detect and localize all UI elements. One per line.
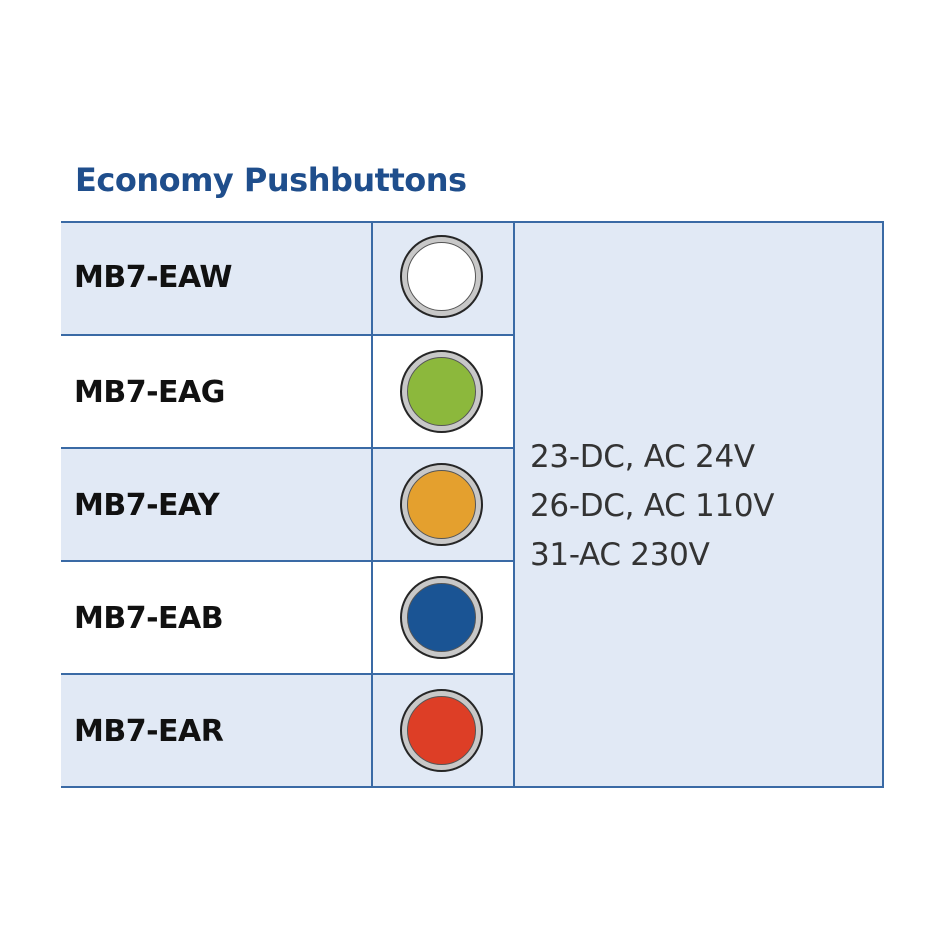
table-row: MB7-EAR <box>61 675 514 788</box>
page-title: Economy Pushbuttons <box>75 161 467 199</box>
row-divider <box>61 560 514 562</box>
yellow-lamp-icon <box>400 463 483 546</box>
table-row: MB7-EAW <box>61 221 514 334</box>
voltage-option: 23-DC, AC 24V <box>530 439 755 475</box>
lamp-face <box>407 470 476 539</box>
lamp-face <box>407 583 476 652</box>
column-divider <box>513 221 515 788</box>
voltage-option: 26-DC, AC 110V <box>530 488 775 524</box>
row-divider <box>61 447 514 449</box>
table-row: MB7-EAY <box>61 449 514 562</box>
table-right-border <box>882 221 884 788</box>
green-lamp-icon <box>400 350 483 433</box>
model-code: MB7-EAB <box>74 601 224 636</box>
table-row: MB7-EAG <box>61 336 514 449</box>
table-bottom-rule <box>61 786 884 788</box>
voltage-cell: 23-DC, AC 24V 26-DC, AC 110V 31-AC 230V <box>514 221 884 788</box>
voltage-option: 31-AC 230V <box>530 537 710 573</box>
lamp-face <box>407 696 476 765</box>
model-code: MB7-EAY <box>74 488 220 523</box>
red-lamp-icon <box>400 689 483 772</box>
blue-lamp-icon <box>400 576 483 659</box>
lamp-face <box>407 357 476 426</box>
model-code: MB7-EAW <box>74 260 233 295</box>
table-row: MB7-EAB <box>61 562 514 675</box>
model-code: MB7-EAR <box>74 714 224 749</box>
lamp-face <box>407 242 476 311</box>
white-lamp-icon <box>400 235 483 318</box>
table-top-rule <box>61 221 884 223</box>
pushbutton-table: MB7-EAW MB7-EAG MB7-EAY MB7-EAB MB7-EAR … <box>61 221 884 788</box>
model-code: MB7-EAG <box>74 375 225 410</box>
row-divider <box>61 673 514 675</box>
row-divider <box>61 334 514 336</box>
voltage-list: 23-DC, AC 24V 26-DC, AC 110V 31-AC 230V <box>530 433 775 580</box>
column-divider <box>371 221 373 788</box>
